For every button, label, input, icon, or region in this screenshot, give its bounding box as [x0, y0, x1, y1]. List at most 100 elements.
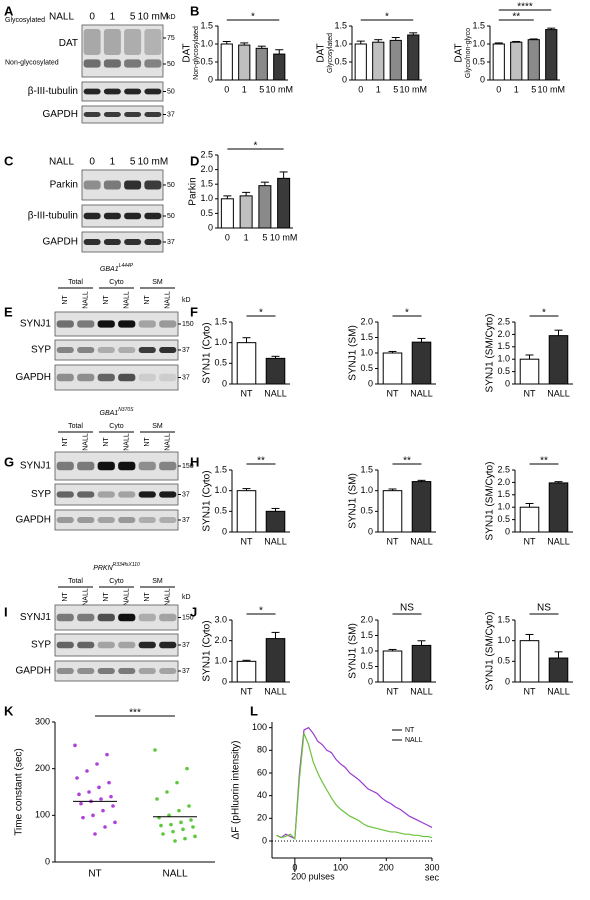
- band: [97, 461, 115, 471]
- y-axis-label: SYNJ1 (Cyto): [202, 470, 213, 531]
- panel-letter: I: [4, 604, 8, 619]
- band: [97, 641, 115, 649]
- series-line: [276, 733, 433, 841]
- row-label: GAPDH: [15, 515, 51, 526]
- x-tick-label: 200: [379, 862, 394, 872]
- band: [56, 491, 74, 498]
- row-label: β-III-tubulin: [28, 86, 78, 97]
- significance-label: *: [385, 12, 389, 23]
- y-axis-label: SYNJ1 (SM/Cyto): [485, 612, 496, 691]
- bar: [265, 357, 286, 385]
- bar: [411, 481, 432, 533]
- band: [118, 641, 136, 649]
- x-tick-label: NT: [88, 869, 101, 880]
- lane-label: NALL: [83, 291, 90, 309]
- x-tick-label: 10 mM: [399, 84, 427, 94]
- y-axis-label: SYNJ1 (SM/Cyto): [485, 314, 496, 393]
- y-tick-label: 1.0: [360, 645, 373, 655]
- band: [118, 668, 136, 674]
- y-tick-label: 0.5: [360, 363, 373, 373]
- y-tick-label: 1.0: [360, 347, 373, 357]
- lane-label: 1: [110, 157, 116, 168]
- y-tick-label: 80: [257, 745, 267, 755]
- y-axis-label: DAT: [316, 43, 327, 62]
- bar: [411, 644, 432, 683]
- panel-letter: C: [4, 153, 14, 168]
- bar: [255, 47, 268, 81]
- bar: [519, 358, 540, 385]
- y-tick-label: 0.5: [200, 56, 213, 66]
- band: [144, 212, 162, 220]
- point: [167, 813, 171, 818]
- band: [97, 491, 115, 498]
- y-tick-label: 0: [505, 378, 510, 388]
- band: [77, 613, 95, 622]
- y-tick-label: 2.5: [497, 316, 510, 326]
- marker-label: 150: [182, 321, 194, 328]
- series-line: [276, 726, 433, 840]
- kd-label: kD: [182, 297, 191, 304]
- band: [83, 59, 101, 68]
- marker-label: 37: [167, 239, 175, 246]
- bar: [389, 39, 402, 81]
- bar: [548, 657, 569, 683]
- x-tick-label: NT: [387, 388, 399, 398]
- row-label: SYP: [31, 489, 51, 500]
- y-tick-label: 1.5: [214, 464, 227, 474]
- y-axis-label: SYNJ1 (Cyto): [202, 620, 213, 681]
- band: [103, 59, 121, 68]
- blot-box: [54, 604, 179, 631]
- y-tick-label: 0.5: [214, 506, 227, 516]
- gene: GBA1: [100, 266, 119, 273]
- significance-label: *: [251, 12, 255, 23]
- x-tick-label: 10 mM: [537, 84, 565, 94]
- band: [77, 347, 95, 353]
- band: [159, 347, 177, 353]
- y-tick-label: 200: [35, 763, 50, 773]
- lane-label: NT: [144, 295, 151, 305]
- band: [124, 239, 142, 245]
- band: [103, 29, 121, 55]
- significance-label: **: [403, 456, 411, 467]
- lane-label: NT: [62, 592, 69, 602]
- y-tick-label: 1.0: [472, 38, 485, 48]
- y-tick-label: 0.5: [472, 56, 485, 66]
- y-tick-label: 0: [505, 676, 510, 686]
- row-label: SYNJ1: [20, 319, 52, 330]
- band: [56, 347, 74, 353]
- lane-label: NT: [103, 295, 110, 305]
- genotype: GBA1L444P: [100, 263, 134, 273]
- point: [113, 820, 117, 825]
- y-axis-sublabel: Glycosylated: [327, 33, 334, 73]
- panel-letter: B: [190, 3, 199, 18]
- x-tick-label: 5: [531, 84, 536, 94]
- x-tick-label: NT: [524, 686, 536, 696]
- band: [144, 29, 162, 55]
- significance-label: **: [257, 456, 265, 467]
- group-label: Total: [68, 279, 83, 286]
- y-tick-label: 1.0: [200, 38, 213, 48]
- y-tick-label: 1.0: [214, 337, 227, 347]
- lane-label: NT: [144, 592, 151, 602]
- marker-label: 50: [167, 61, 175, 68]
- band: [56, 641, 74, 649]
- y-tick-label: 1.0: [214, 485, 227, 495]
- band: [144, 239, 162, 245]
- y-tick-label: 60: [257, 767, 267, 777]
- y-axis-label: SYNJ1 (SM): [348, 623, 359, 679]
- significance-label: NS: [400, 603, 414, 614]
- y-tick-label: 0: [262, 835, 267, 845]
- band: [159, 668, 177, 674]
- band: [97, 517, 115, 523]
- point: [153, 748, 157, 752]
- band: [56, 517, 74, 523]
- point: [171, 829, 175, 834]
- y-tick-label: 1.5: [497, 341, 510, 351]
- x-tick-label: NT: [241, 536, 253, 546]
- band: [97, 668, 115, 674]
- x-tick-label: NALL: [547, 536, 570, 546]
- significance-label: *: [542, 308, 546, 319]
- y-tick-label: 0.5: [214, 358, 227, 368]
- point: [185, 766, 189, 771]
